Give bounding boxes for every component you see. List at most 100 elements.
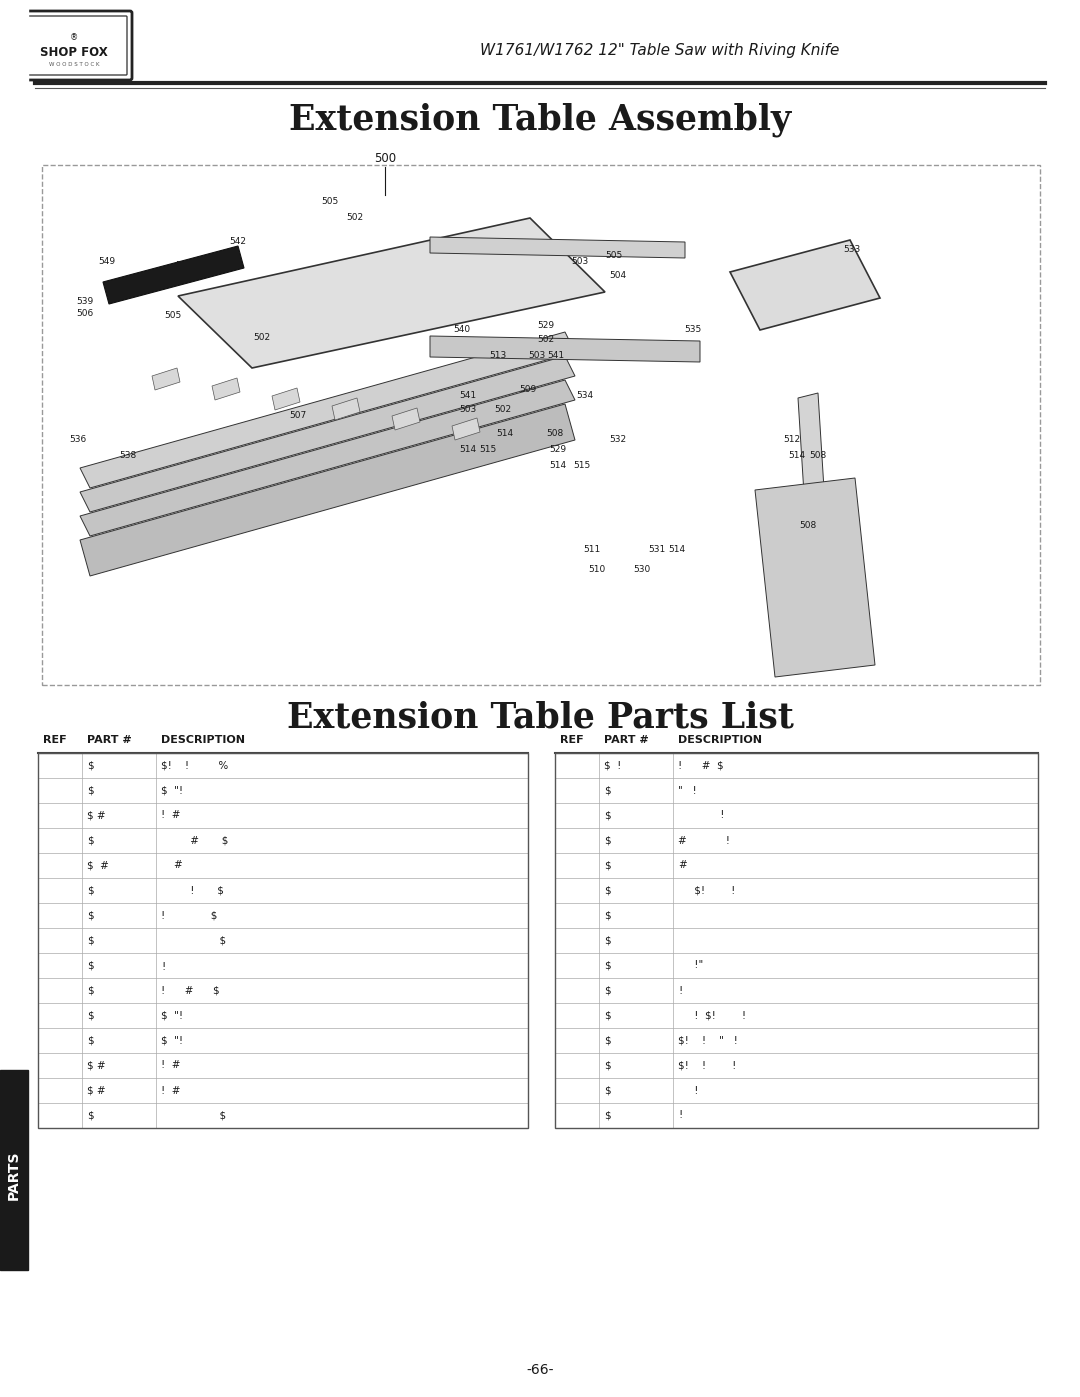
Text: 504: 504 [609, 271, 626, 279]
Text: $  "!: $ "! [161, 1010, 184, 1020]
Text: $: $ [604, 1085, 610, 1095]
Text: "   !: " ! [678, 785, 697, 795]
Polygon shape [755, 478, 875, 678]
Text: !: ! [678, 1111, 683, 1120]
Text: -66-: -66- [526, 1363, 554, 1377]
Text: 515: 515 [480, 446, 497, 454]
Bar [555, 902, 1038, 928]
Text: 543: 543 [175, 260, 192, 270]
Text: $  !: $ ! [604, 760, 621, 771]
Text: $: $ [87, 835, 94, 845]
Polygon shape [730, 240, 880, 330]
Text: PART #: PART # [87, 735, 132, 745]
Text: $: $ [87, 760, 94, 771]
Text: 514: 514 [788, 450, 806, 460]
Text: $: $ [161, 936, 226, 946]
Text: REF: REF [43, 735, 67, 745]
Bar [38, 1078, 528, 1104]
Bar [555, 1104, 1038, 1127]
Text: !  #: ! # [161, 810, 180, 820]
Bar [38, 753, 528, 778]
Bar [42, 165, 1040, 685]
Polygon shape [430, 337, 700, 362]
Text: Extension Table Assembly: Extension Table Assembly [289, 103, 791, 137]
Text: 541: 541 [459, 391, 476, 401]
Text: 513: 513 [489, 352, 507, 360]
Text: 514: 514 [497, 429, 514, 439]
Text: $    !        $: $ ! $ [161, 960, 165, 971]
Text: #: # [161, 861, 183, 870]
Bar [38, 1053, 528, 1078]
Text: 505: 505 [164, 310, 181, 320]
Text: 502: 502 [254, 332, 271, 341]
Text: 508: 508 [799, 521, 816, 529]
Text: !      #  $: ! # $ [678, 760, 724, 771]
Text: 503: 503 [459, 405, 476, 415]
Text: 507: 507 [289, 411, 307, 419]
Text: DESCRIPTION: DESCRIPTION [161, 735, 245, 745]
Text: 514: 514 [550, 461, 567, 469]
Bar [555, 1053, 1038, 1078]
Polygon shape [430, 237, 685, 258]
Bar [555, 953, 1038, 978]
Text: 531: 531 [648, 545, 665, 555]
Polygon shape [178, 218, 605, 367]
Bar [38, 902, 528, 928]
Text: PARTS: PARTS [6, 1150, 21, 1200]
Text: 510: 510 [589, 566, 606, 574]
Bar [555, 854, 1038, 877]
Text: W1761/W1762 12" Table Saw with Riving Knife: W1761/W1762 12" Table Saw with Riving Kn… [481, 42, 839, 57]
Polygon shape [80, 356, 575, 511]
Text: 500: 500 [374, 151, 396, 165]
Text: $: $ [604, 1010, 610, 1020]
Text: $: $ [87, 936, 94, 946]
Text: ®: ® [70, 34, 78, 42]
Text: #: # [678, 861, 687, 870]
Text: !  $!        !: ! $! ! [678, 1010, 746, 1020]
Text: $!        !: $! ! [678, 886, 735, 895]
Text: $: $ [161, 1111, 226, 1120]
Bar [38, 978, 528, 1003]
Bar [38, 877, 528, 902]
Bar [38, 1003, 528, 1028]
Bar [555, 1078, 1038, 1104]
Bar [38, 854, 528, 877]
Text: $  "!: $ "! [161, 1035, 184, 1045]
Bar [38, 803, 528, 828]
Text: 508: 508 [809, 450, 826, 460]
Bar [0, 0, 28, 1397]
Bar [555, 877, 1038, 902]
Text: 541: 541 [548, 352, 565, 360]
Bar [38, 1104, 528, 1127]
Text: $!    !        !: $! ! ! [678, 1060, 737, 1070]
Text: 502: 502 [347, 214, 364, 222]
Text: 514: 514 [669, 545, 686, 555]
Text: 509: 509 [519, 386, 537, 394]
Bar [555, 753, 1038, 778]
Text: $: $ [87, 911, 94, 921]
Bar [555, 978, 1038, 1003]
Bar [38, 1028, 528, 1053]
Text: 533: 533 [843, 246, 861, 254]
Polygon shape [392, 408, 420, 430]
Text: !: ! [678, 810, 725, 820]
Text: W O O D S T O C K: W O O D S T O C K [49, 63, 99, 67]
Text: $ #: $ # [87, 1060, 106, 1070]
Polygon shape [798, 393, 835, 671]
Text: Extension Table Parts List: Extension Table Parts List [286, 701, 794, 735]
Text: #            !: # ! [678, 835, 730, 845]
Text: $: $ [87, 985, 94, 996]
Text: $: $ [604, 936, 610, 946]
Text: 508: 508 [546, 429, 564, 439]
Text: 502: 502 [538, 335, 554, 345]
Text: $: $ [604, 1060, 610, 1070]
FancyBboxPatch shape [21, 15, 127, 75]
Text: $: $ [604, 911, 610, 921]
Text: !      #      $: ! # $ [161, 985, 219, 996]
Polygon shape [212, 379, 240, 400]
Text: SHOP FOX: SHOP FOX [40, 46, 108, 59]
Text: $: $ [87, 1111, 94, 1120]
Text: $: $ [604, 1111, 610, 1120]
Bar [555, 803, 1038, 828]
Text: 542: 542 [229, 237, 246, 246]
